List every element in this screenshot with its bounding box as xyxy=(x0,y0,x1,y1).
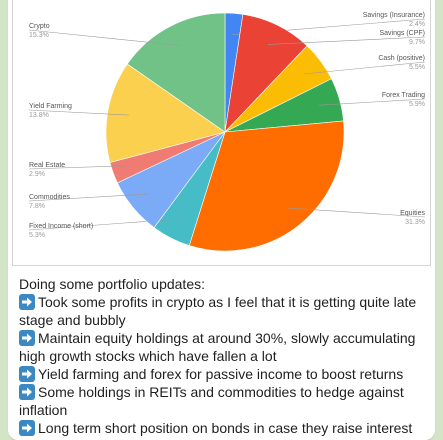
slice-label: Savings (CPF) xyxy=(379,30,425,37)
leader-line xyxy=(318,98,426,106)
leader-line xyxy=(303,61,426,75)
slice-label: Savings (Insurance) xyxy=(363,12,425,19)
message-bullet: Took some profits in crypto as I feel th… xyxy=(19,293,425,329)
leader-line xyxy=(28,109,129,116)
leader-line xyxy=(28,29,180,46)
slice-label: Forex Trading xyxy=(382,92,425,99)
pie-chart-svg: Savings (Insurance) 2.4% Savings (CPF) 9.7%… xyxy=(28,12,426,252)
message-text: Doing some portfolio updates: Took some … xyxy=(19,275,425,437)
bullet-text: Took some profits in crypto as I feel th… xyxy=(19,294,417,328)
bullet-text: Long term short position on bonds in cas… xyxy=(38,420,413,436)
slice-value-label: 13.8% xyxy=(29,112,49,119)
leader-line xyxy=(28,193,150,202)
slice-value-label: 7.8% xyxy=(29,203,45,210)
slice-value-label: 5.5% xyxy=(409,64,425,71)
leader-line xyxy=(28,165,134,170)
message-bullet: Yield farming and forex for passive inco… xyxy=(19,365,425,383)
bullet-text: Yield farming and forex for passive inco… xyxy=(38,366,404,382)
slice-label: Yield Farming xyxy=(29,103,72,110)
right-arrow-emoji-icon xyxy=(19,294,35,310)
message-bullet: Maintain equity holdings at around 30%, … xyxy=(19,329,425,365)
slice-value-label: 5.3% xyxy=(29,232,45,239)
message-bullet: Long term short position on bonds in cas… xyxy=(19,419,425,437)
slice-label: Fixed Income (short) xyxy=(29,223,93,230)
right-arrow-emoji-icon xyxy=(19,330,35,346)
right-arrow-emoji-icon xyxy=(19,420,35,436)
portfolio-pie-chart[interactable]: Savings (Insurance) 2.4% Savings (CPF) 9.7%… xyxy=(12,0,431,266)
slice-label: Commodities xyxy=(29,194,70,201)
slice-label: Equities xyxy=(400,210,425,217)
message-bubble: Savings (Insurance) 2.4% Savings (CPF) 9.7%… xyxy=(8,0,435,440)
leader-line xyxy=(286,207,426,218)
slice-label: Real Estate xyxy=(29,162,65,169)
slice-label: Crypto xyxy=(29,23,50,30)
right-arrow-emoji-icon xyxy=(19,384,35,400)
leader-line xyxy=(267,36,426,45)
bullet-text: Some holdings in REITs and commodities t… xyxy=(19,384,404,418)
slice-value-label: 5.9% xyxy=(409,101,425,108)
slice-value-label: 2.4% xyxy=(409,21,425,28)
right-arrow-emoji-icon xyxy=(19,366,35,382)
slice-value-label: 15.3% xyxy=(29,32,49,39)
slice-label: Cash (positive) xyxy=(378,55,425,62)
pie-slice-yield-farming[interactable] xyxy=(105,63,226,163)
slice-value-label: 2.9% xyxy=(29,171,45,178)
pie-slice-equities[interactable] xyxy=(188,120,345,252)
bullet-text: Maintain equity holdings at around 30%, … xyxy=(19,330,416,364)
slice-value-label: 31.3% xyxy=(405,219,425,226)
message-intro: Doing some portfolio updates: xyxy=(19,276,205,292)
slice-value-label: 9.7% xyxy=(409,39,425,46)
message-bullet: Some holdings in REITs and commodities t… xyxy=(19,383,425,419)
